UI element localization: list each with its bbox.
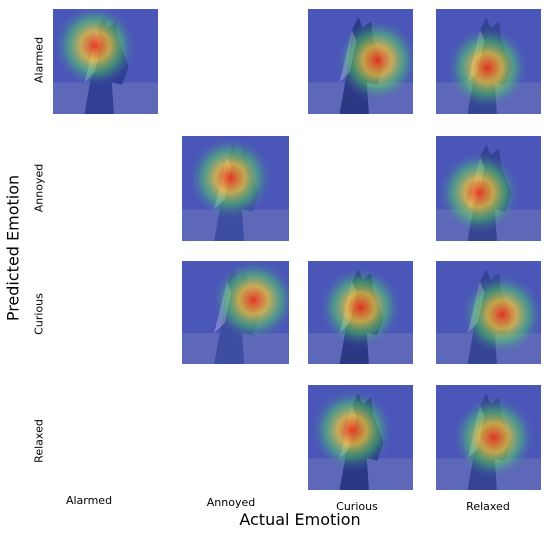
heatmap-image-predicted-relaxed-actual-curious — [308, 385, 413, 490]
col-label-alarmed: Alarmed — [65, 494, 113, 507]
heatmap-image-predicted-curious-actual-annoyed — [182, 261, 289, 364]
heatmap-image-predicted-alarmed-actual-alarmed — [53, 9, 158, 114]
heatmap-image-predicted-alarmed-actual-relaxed — [436, 9, 541, 114]
col-label-curious: Curious — [336, 500, 378, 513]
y-axis-title-text: Predicted Emotion — [3, 174, 23, 322]
col-label-annoyed: Annoyed — [206, 496, 256, 509]
heatmap-image-predicted-alarmed-actual-curious — [308, 9, 413, 114]
col-label-relaxed: Relaxed — [466, 500, 510, 513]
heatmap-image-predicted-relaxed-actual-relaxed — [436, 385, 541, 490]
heatmap-image-predicted-annoyed-actual-annoyed — [182, 136, 289, 241]
heatmap-image-predicted-annoyed-actual-relaxed — [436, 136, 541, 241]
heatmap-image-predicted-curious-actual-curious — [308, 261, 413, 364]
heatmap-image-predicted-curious-actual-relaxed — [436, 261, 541, 364]
x-axis-title: Actual Emotion — [239, 510, 361, 529]
